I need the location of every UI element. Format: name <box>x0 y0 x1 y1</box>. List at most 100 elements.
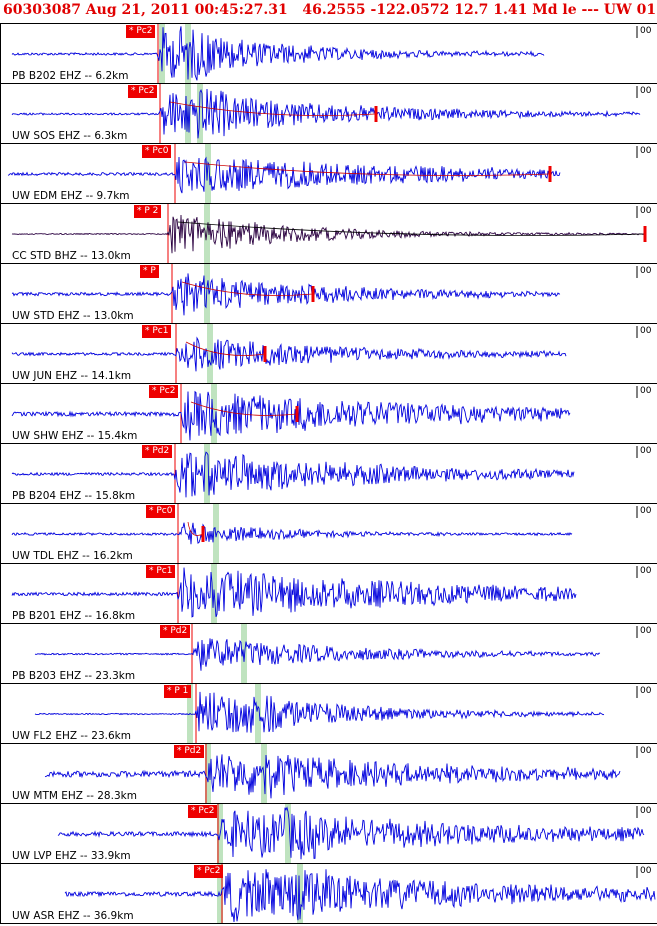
waveform <box>11 390 571 441</box>
coda-curve <box>184 161 551 176</box>
trace-panel <box>0 504 657 564</box>
waveform <box>11 451 575 498</box>
coda-end-marker[interactable] <box>311 286 315 302</box>
zero-tick-label: 00 <box>640 626 652 636</box>
phase-band <box>255 684 261 744</box>
waveform <box>11 214 647 254</box>
zero-tick-label: 00 <box>640 866 652 876</box>
station-label: PB B201 EHZ -- 16.8km <box>12 610 136 622</box>
station-label: UW ASR EHZ -- 36.9km <box>12 910 134 922</box>
coda-end-marker[interactable] <box>295 406 299 422</box>
waveform <box>11 567 577 618</box>
zero-tick-label: 00 <box>640 266 652 276</box>
station-label: PB B204 EHZ -- 15.8km <box>12 490 136 502</box>
trace-panel <box>0 564 657 624</box>
trace-panel <box>0 804 657 864</box>
pick-tag[interactable]: * Pc2 <box>126 25 156 38</box>
waveform <box>11 336 567 372</box>
waveform <box>64 869 656 923</box>
coda-end-marker[interactable] <box>374 106 378 122</box>
pick-tag[interactable]: * Pc2 <box>128 85 158 98</box>
pick-tag[interactable]: * Pc0 <box>146 505 176 518</box>
waveform <box>57 806 645 860</box>
phase-band <box>285 804 291 864</box>
coda-end-marker[interactable] <box>548 166 552 182</box>
zero-tick-label: 00 <box>640 206 652 216</box>
station-label: UW FL2 EHZ -- 23.6km <box>12 730 131 742</box>
trace-panel <box>0 624 657 684</box>
event-header: 60303087 Aug 21, 2011 00:45:27.31 46.255… <box>0 0 657 24</box>
waveform <box>34 638 601 671</box>
waveform <box>11 273 561 316</box>
phase-band <box>204 444 210 504</box>
waveform <box>34 691 605 733</box>
phase-band <box>205 144 211 204</box>
trace-panel <box>0 84 657 144</box>
coda-curve <box>187 521 204 536</box>
station-label: PB B203 EHZ -- 23.3km <box>12 670 136 682</box>
zero-tick-label: 00 <box>640 686 652 696</box>
phase-band <box>217 864 223 924</box>
trace-panel <box>0 684 657 744</box>
coda-end-marker[interactable] <box>263 346 267 362</box>
pick-tag[interactable]: * P 2 <box>134 205 162 218</box>
coda-curve <box>185 341 266 356</box>
pick-tag[interactable]: * Pd2 <box>174 745 205 758</box>
pick-tag[interactable]: * P <box>140 265 159 278</box>
trace-panel <box>0 444 657 504</box>
event-header-text: 60303087 Aug 21, 2011 00:45:27.31 46.255… <box>3 2 657 18</box>
pick-tag[interactable]: * Pd2 <box>142 445 173 458</box>
zero-tick-label: 00 <box>640 446 652 456</box>
phase-band <box>297 864 303 924</box>
station-label: UW STD EHZ -- 13.0km <box>12 310 134 322</box>
pick-tag[interactable]: * Pc2 <box>149 385 179 398</box>
phase-band <box>207 324 213 384</box>
phase-band <box>241 624 247 684</box>
station-label: UW EDM EHZ -- 9.7km <box>12 190 130 202</box>
zero-tick-label: 00 <box>640 806 652 816</box>
pick-tag[interactable]: * Pc1 <box>142 325 172 338</box>
station-label: CC STD BHZ -- 13.0km <box>12 250 131 262</box>
phase-band <box>211 384 217 444</box>
zero-tick-label: 00 <box>640 326 652 336</box>
phase-band <box>197 84 203 144</box>
trace-panel <box>0 264 657 324</box>
station-label: UW LVP EHZ -- 33.9km <box>12 850 131 862</box>
pick-tag[interactable]: * P 1 <box>164 685 192 698</box>
zero-tick-label: 00 <box>640 386 652 396</box>
waveform <box>11 26 545 81</box>
trace-panel <box>0 324 657 384</box>
trace-panel <box>0 144 657 204</box>
coda-end-marker[interactable] <box>201 526 205 542</box>
trace-panel <box>0 744 657 804</box>
coda-end-marker[interactable] <box>643 226 647 242</box>
trace-panel <box>0 864 657 924</box>
coda-curve <box>169 101 377 116</box>
pick-tag[interactable]: * Pd2 <box>160 625 191 638</box>
waveform <box>7 156 561 194</box>
station-label: UW SOS EHZ -- 6.3km <box>12 130 128 142</box>
zero-tick-label: 00 <box>640 86 652 96</box>
waveform <box>11 522 573 545</box>
pick-tag[interactable]: * Pc1 <box>146 565 176 578</box>
zero-tick-label: 00 <box>640 146 652 156</box>
station-label: PB B202 EHZ -- 6.2km <box>12 70 129 82</box>
zero-tick-label: 00 <box>640 566 652 576</box>
station-label: UW MTM EHZ -- 28.3km <box>12 790 137 802</box>
trace-panel <box>0 204 657 264</box>
zero-tick-label: 00 <box>640 746 652 756</box>
pick-tag[interactable]: * Pc2 <box>188 805 218 818</box>
zero-tick-label: 00 <box>640 506 652 516</box>
coda-curve <box>177 221 646 236</box>
coda-curve <box>181 281 314 296</box>
zero-tick-label: 00 <box>640 26 652 36</box>
trace-panel <box>0 384 657 444</box>
trace-panel <box>0 24 657 84</box>
pick-tag[interactable]: * Pc2 <box>194 865 224 878</box>
waveform <box>44 754 621 799</box>
waveform <box>11 88 641 139</box>
station-label: UW JUN EHZ -- 14.1km <box>12 370 132 382</box>
pick-tag[interactable]: * Pc0 <box>142 145 172 158</box>
